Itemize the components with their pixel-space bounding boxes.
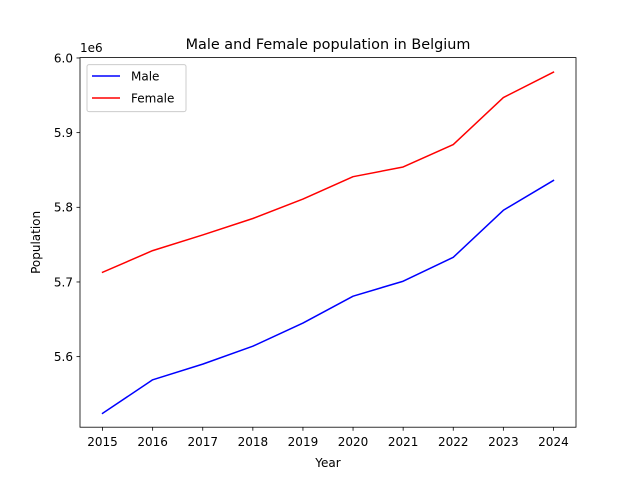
x-tick-label: 2015 (87, 435, 118, 449)
y-tick-label: 5.6 (54, 350, 73, 364)
chart-title: Male and Female population in Belgium (186, 37, 471, 53)
x-tick-label: 2023 (488, 435, 519, 449)
y-tick-label: 5.9 (54, 126, 73, 140)
plot-frame (79, 57, 577, 428)
x-tick-label: 2022 (438, 435, 469, 449)
x-tick-label: 2020 (338, 435, 369, 449)
y-axis-ticks: 5.6 5.7 5.8 5.9 6.0 (54, 51, 80, 364)
y-tick-label: 6.0 (54, 51, 73, 65)
series-line-female (101, 71, 555, 274)
plot-area (101, 71, 555, 415)
y-axis-label: Population (29, 211, 43, 274)
legend-label-male: Male (131, 69, 159, 83)
series-line-male (101, 179, 555, 415)
x-tick-label: 2024 (538, 435, 569, 449)
x-tick-label: 2018 (238, 435, 269, 449)
x-tick-label: 2017 (187, 435, 218, 449)
x-axis-label: Year (314, 456, 340, 470)
x-axis-ticks: 2015 2016 2017 2018 2019 2020 2021 2022 2023 2024 (87, 427, 569, 449)
y-offset-label: 1e6 (80, 41, 103, 55)
legend-label-female: Female (131, 91, 174, 105)
x-tick-label: 2019 (288, 435, 319, 449)
y-tick-label: 5.8 (54, 201, 73, 215)
x-tick-label: 2016 (137, 435, 168, 449)
legend: Male Female (86, 64, 187, 113)
x-tick-label: 2021 (388, 435, 419, 449)
y-tick-label: 5.7 (54, 275, 73, 289)
